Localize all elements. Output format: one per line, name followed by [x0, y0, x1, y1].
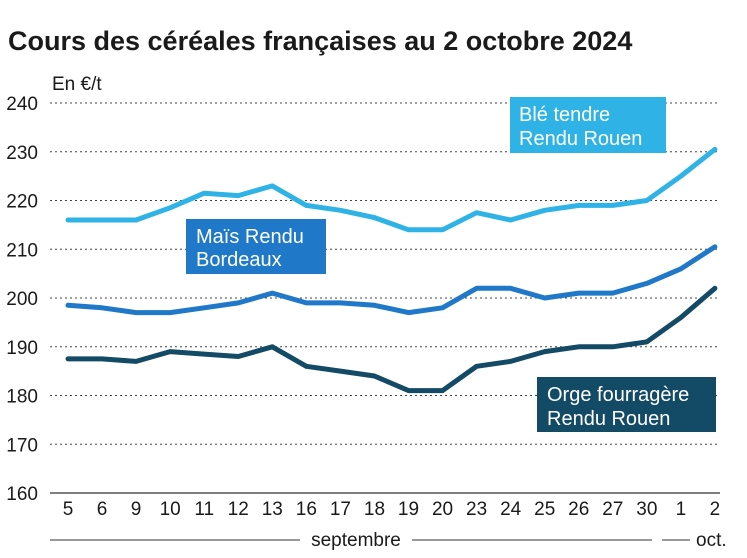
y-tick-label: 180 [6, 387, 38, 408]
month-label-septembre: septembre [311, 530, 401, 551]
y-tick-label: 210 [6, 240, 38, 261]
series-line-1 [65, 244, 718, 316]
series-label-orge-line2: Rendu Rouen [547, 408, 670, 430]
series-label-ble-line2: Rendu Rouen [519, 128, 642, 150]
y-tick-label: 160 [6, 484, 38, 505]
y-axis: 160 170 180 190 200 210 220 230 240 [6, 94, 38, 505]
x-tick-label: 10 [160, 499, 181, 520]
x-tick-label: 12 [228, 499, 249, 520]
x-tick-label: 30 [636, 499, 657, 520]
series-label-mais-box [186, 219, 326, 274]
gridlines [50, 102, 720, 494]
x-tick-label: 23 [466, 499, 487, 520]
x-tick-label: 17 [330, 499, 351, 520]
x-tick-label: 18 [364, 499, 385, 520]
y-tick-label: 240 [6, 94, 38, 115]
y-tick-label: 230 [6, 143, 38, 164]
series-label-ble: Blé tendre Rendu Rouen [510, 97, 666, 153]
series-label-ble-box [510, 97, 666, 153]
series-line-0 [65, 146, 718, 233]
x-tick-label: 25 [534, 499, 555, 520]
x-tick-label: 11 [194, 499, 214, 520]
series-lines [65, 146, 718, 394]
month-label-oct: oct. [696, 530, 727, 551]
chart-title: Cours des céréales françaises au 2 octob… [8, 26, 632, 56]
y-tick-label: 170 [6, 435, 38, 456]
x-tick-label: 2 [710, 499, 721, 520]
x-tick-label: 13 [262, 499, 283, 520]
series-line-2 [65, 285, 718, 394]
series-label-mais-line1: Maïs Rendu [196, 226, 304, 248]
series-label-mais-line2: Bordeaux [196, 249, 282, 271]
series-label-ble-line1: Blé tendre [519, 104, 610, 126]
series-label-orge-line1: Orge fourragère [547, 384, 689, 406]
x-tick-label: 26 [568, 499, 589, 520]
x-tick-label: 5 [63, 499, 74, 520]
x-tick-label: 16 [296, 499, 317, 520]
y-tick-label: 190 [6, 338, 38, 359]
unit-label: En €/t [52, 74, 102, 95]
x-tick-label: 6 [97, 499, 108, 520]
series-label-orge-box [537, 377, 716, 432]
series-label-orge: Orge fourragère Rendu Rouen [537, 377, 716, 432]
x-tick-label: 27 [602, 499, 623, 520]
x-axis: 5 6 9 10 11 12 13 16 17 18 19 20 23 24 25 26 27 30 1 2 [63, 499, 721, 520]
x-tick-label: 1 [676, 499, 687, 520]
x-tick-label: 20 [432, 499, 453, 520]
x-tick-label: 9 [131, 499, 142, 520]
x-tick-label: 19 [398, 499, 419, 520]
y-tick-label: 200 [6, 289, 38, 310]
month-labels: septembre oct. [50, 530, 727, 551]
y-tick-label: 220 [6, 192, 38, 213]
x-tick-label: 24 [500, 499, 522, 520]
series-label-mais: Maïs Rendu Bordeaux [186, 219, 326, 274]
